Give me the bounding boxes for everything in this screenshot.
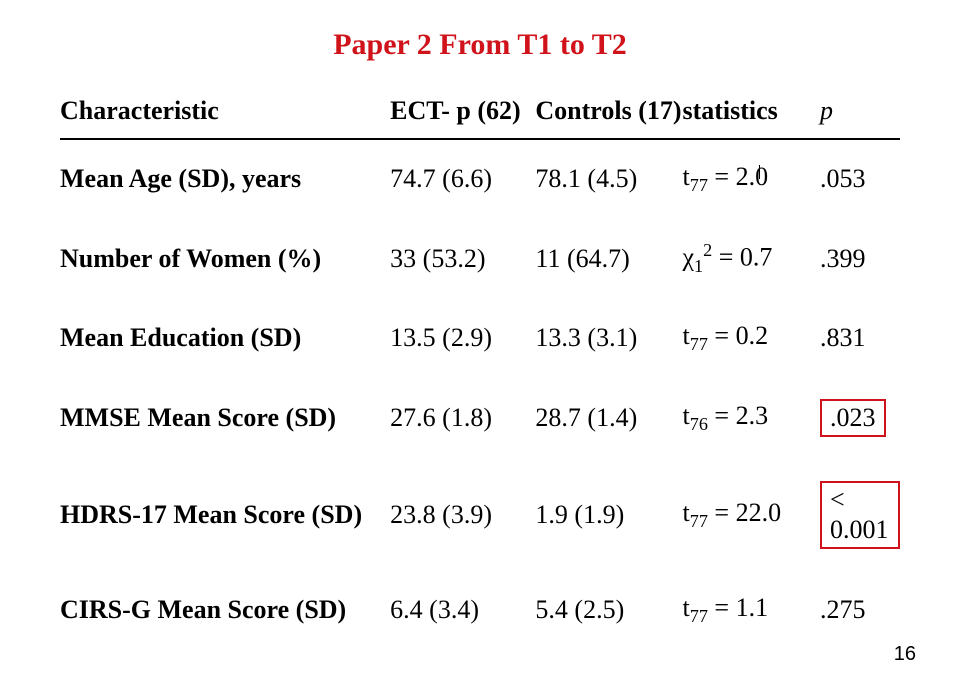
stats-table: Characteristic ECT- p (62) Controls (17)… (60, 96, 900, 649)
cell-statistic: χ12 = 0.7 (682, 218, 820, 299)
cell-group-b: 1.9 (1.9) (535, 459, 682, 571)
cell-statistic: t77 = 22.0 (682, 459, 820, 571)
cell-statistic: t77 = 1.1 (682, 571, 820, 649)
cell-p-value: .023 (820, 377, 900, 459)
table-row: Mean Age (SD), years74.7 (6.6)78.1 (4.5)… (60, 140, 900, 218)
header-characteristic: Characteristic (60, 96, 390, 139)
annotation-tick (759, 165, 760, 179)
table-row: Number of Women (%)33 (53.2)11 (64.7)χ12… (60, 218, 900, 299)
significant-box: .023 (820, 399, 886, 437)
cell-group-a: 13.5 (2.9) (390, 299, 535, 377)
table-header-row: Characteristic ECT- p (62) Controls (17)… (60, 96, 900, 139)
header-group-b: Controls (17) (535, 96, 682, 139)
cell-group-b: 78.1 (4.5) (535, 140, 682, 218)
cell-statistic: t77 = 2.0 (682, 140, 820, 218)
cell-p-value: .831 (820, 299, 900, 377)
row-label: Number of Women (%) (60, 218, 390, 299)
cell-group-a: 23.8 (3.9) (390, 459, 535, 571)
cell-group-a: 6.4 (3.4) (390, 571, 535, 649)
header-group-a: ECT- p (62) (390, 96, 535, 139)
header-statistics: statistics (682, 96, 820, 139)
significant-box: < 0.001 (820, 481, 900, 549)
cell-group-a: 74.7 (6.6) (390, 140, 535, 218)
row-label: MMSE Mean Score (SD) (60, 377, 390, 459)
page-number: 16 (894, 643, 916, 666)
table-row: HDRS-17 Mean Score (SD)23.8 (3.9)1.9 (1.… (60, 459, 900, 571)
row-label: Mean Age (SD), years (60, 140, 390, 218)
row-label: CIRS-G Mean Score (SD) (60, 571, 390, 649)
slide-title: Paper 2 From T1 to T2 (60, 28, 900, 62)
cell-p-value: .399 (820, 218, 900, 299)
table-body: Mean Age (SD), years74.7 (6.6)78.1 (4.5)… (60, 139, 900, 649)
table-row: Mean Education (SD)13.5 (2.9)13.3 (3.1)t… (60, 299, 900, 377)
cell-group-b: 5.4 (2.5) (535, 571, 682, 649)
cell-p-value: .053 (820, 140, 900, 218)
row-label: Mean Education (SD) (60, 299, 390, 377)
cell-p-value: < 0.001 (820, 459, 900, 571)
cell-group-b: 11 (64.7) (535, 218, 682, 299)
table-row: CIRS-G Mean Score (SD)6.4 (3.4)5.4 (2.5)… (60, 571, 900, 649)
cell-group-b: 13.3 (3.1) (535, 299, 682, 377)
header-p: p (820, 96, 900, 139)
cell-statistic: t76 = 2.3 (682, 377, 820, 459)
page: Paper 2 From T1 to T2 Characteristic ECT… (0, 0, 960, 684)
cell-group-a: 27.6 (1.8) (390, 377, 535, 459)
cell-statistic: t77 = 0.2 (682, 299, 820, 377)
table-row: MMSE Mean Score (SD)27.6 (1.8)28.7 (1.4)… (60, 377, 900, 459)
cell-group-a: 33 (53.2) (390, 218, 535, 299)
cell-group-b: 28.7 (1.4) (535, 377, 682, 459)
cell-p-value: .275 (820, 571, 900, 649)
row-label: HDRS-17 Mean Score (SD) (60, 459, 390, 571)
